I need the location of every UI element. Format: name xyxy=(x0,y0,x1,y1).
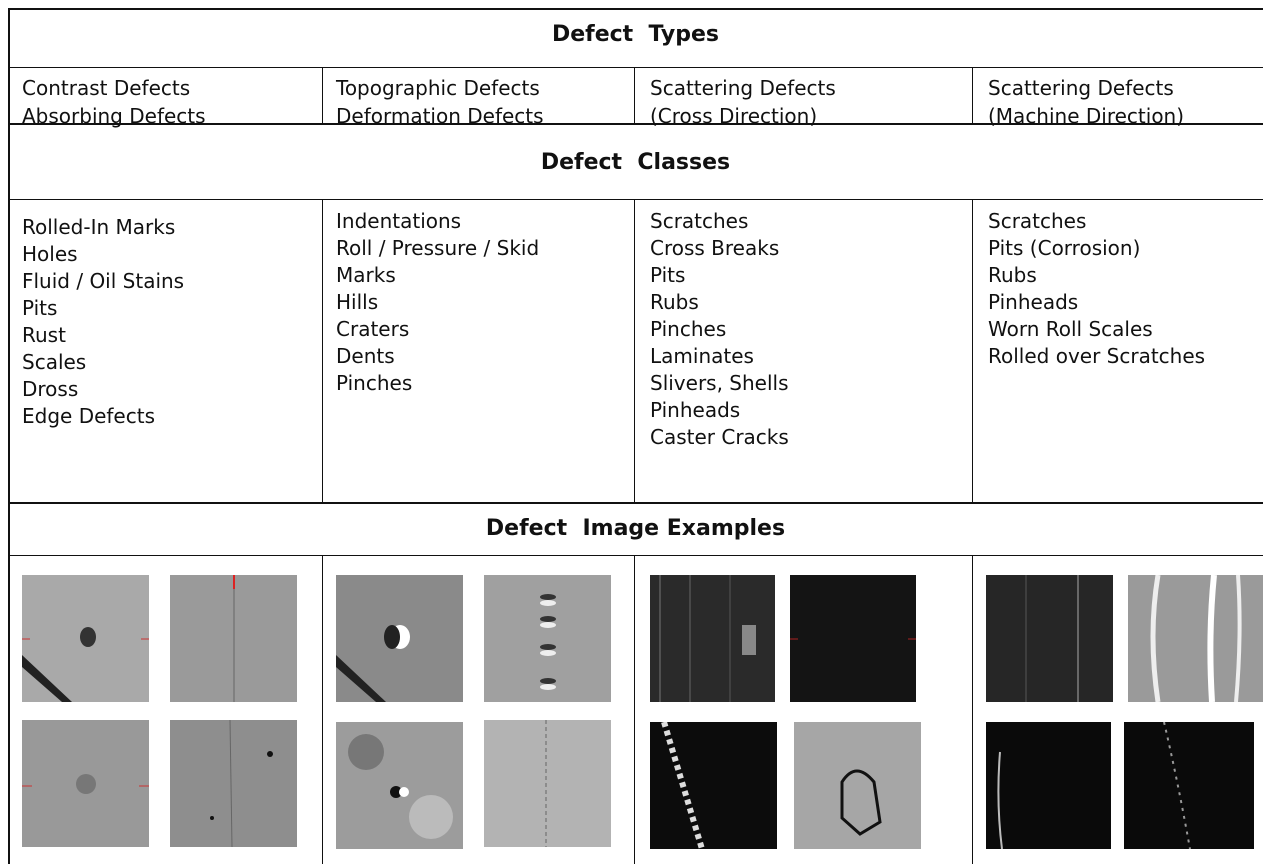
cell-text: Fluid / Oil Stains xyxy=(22,269,185,293)
defect-image xyxy=(484,575,611,702)
border xyxy=(8,8,10,864)
cell-text: Caster Cracks xyxy=(650,425,789,449)
defect-image xyxy=(1128,575,1263,702)
defect-image xyxy=(1124,722,1254,849)
cell-text: Contrast Defects xyxy=(22,76,191,100)
cell-text: Rolled over Scratches xyxy=(988,344,1206,368)
cell-text: Pinheads xyxy=(650,398,741,422)
cell-text: Rolled-In Marks xyxy=(22,215,176,239)
defect-image xyxy=(794,722,921,849)
cell-text: Craters xyxy=(336,317,410,341)
defect-image xyxy=(336,722,463,849)
cell-text: Marks xyxy=(336,263,396,287)
defect-image xyxy=(336,575,463,702)
section-header: Defect Classes xyxy=(540,150,731,175)
cell-text: Edge Defects xyxy=(22,404,155,428)
cell-text: Rubs xyxy=(650,290,699,314)
border xyxy=(8,199,1263,200)
cell-text: Scattering Defects xyxy=(988,76,1174,100)
border xyxy=(8,555,1263,556)
defect-image xyxy=(170,575,297,702)
cell-text: Scratches xyxy=(988,209,1087,233)
border xyxy=(972,68,973,124)
cell-text: Topographic Defects xyxy=(336,76,540,100)
border xyxy=(634,68,635,124)
cell-text: Pinches xyxy=(650,317,727,341)
cell-text: Pinheads xyxy=(988,290,1079,314)
cell-text: Deformation Defects xyxy=(336,104,544,128)
defect-image xyxy=(650,575,775,702)
border xyxy=(634,556,635,864)
defect-image xyxy=(986,722,1111,849)
cell-text: Cross Breaks xyxy=(650,236,780,260)
cell-text: Hills xyxy=(336,290,379,314)
cell-text: Scratches xyxy=(650,209,749,233)
border xyxy=(8,502,1263,504)
defect-image xyxy=(790,575,916,702)
defect-image xyxy=(22,575,149,702)
cell-text: Scattering Defects xyxy=(650,76,836,100)
cell-text: Worn Roll Scales xyxy=(988,317,1153,341)
cell-text: Scales xyxy=(22,350,87,374)
cell-text: (Machine Direction) xyxy=(988,104,1185,128)
defect-image xyxy=(484,720,611,847)
defect-image xyxy=(986,575,1113,702)
border xyxy=(972,556,973,864)
border xyxy=(8,123,1263,125)
cell-text: Slivers, Shells xyxy=(650,371,789,395)
border xyxy=(8,8,1263,10)
cell-text: Pits (Corrosion) xyxy=(988,236,1141,260)
border xyxy=(8,67,1263,68)
cell-text: Holes xyxy=(22,242,78,266)
cell-text: Rust xyxy=(22,323,66,347)
cell-text: Laminates xyxy=(650,344,754,368)
border xyxy=(972,200,973,502)
cell-text: Pinches xyxy=(336,371,413,395)
cell-text: Rubs xyxy=(988,263,1037,287)
border xyxy=(634,200,635,502)
cell-text: Indentations xyxy=(336,209,462,233)
cell-text: Dents xyxy=(336,344,395,368)
cell-text: Absorbing Defects xyxy=(22,104,206,128)
cell-text: Pits xyxy=(22,296,58,320)
border xyxy=(322,200,323,502)
cell-text: (Cross Direction) xyxy=(650,104,818,128)
cell-text: Roll / Pressure / Skid xyxy=(336,236,540,260)
cell-text: Pits xyxy=(650,263,686,287)
section-header: Defect Types xyxy=(551,22,720,47)
defect-image xyxy=(170,720,297,847)
defect-image xyxy=(22,720,149,847)
border xyxy=(322,68,323,124)
defect-image xyxy=(650,722,777,849)
section-header: Defect Image Examples xyxy=(485,516,786,541)
cell-text: Dross xyxy=(22,377,79,401)
border xyxy=(322,556,323,864)
